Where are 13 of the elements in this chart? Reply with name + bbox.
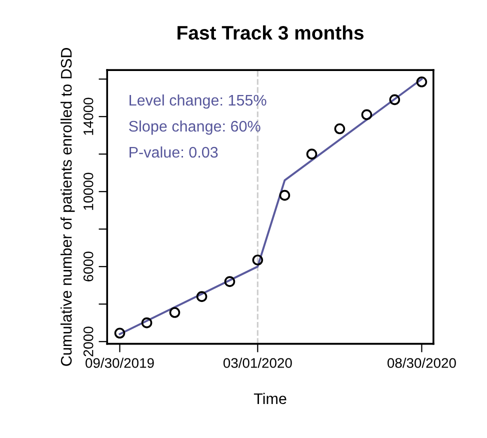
y-tick-label: 2000 [83,326,94,356]
annotation: P-value: 0.03 [130,146,218,158]
x-tick-label: 09/30/2019 [86,358,154,368]
annotation: Level change: 155% [130,94,266,109]
x-tick-label: 08/30/2020 [388,358,456,368]
y-tick-label: 10000 [83,172,94,210]
x-axis-title: Time [254,392,286,404]
chart-title: Fast Track 3 months [178,25,364,40]
annotation: Slope change: 60% [129,120,260,135]
y-tick-label: 6000 [83,252,94,282]
x-tick-label: 03/01/2020 [223,358,292,368]
y-axis-title: Cumulative number of patients enrolled to DSD [60,48,75,366]
y-tick-label: 14000 [83,98,94,135]
